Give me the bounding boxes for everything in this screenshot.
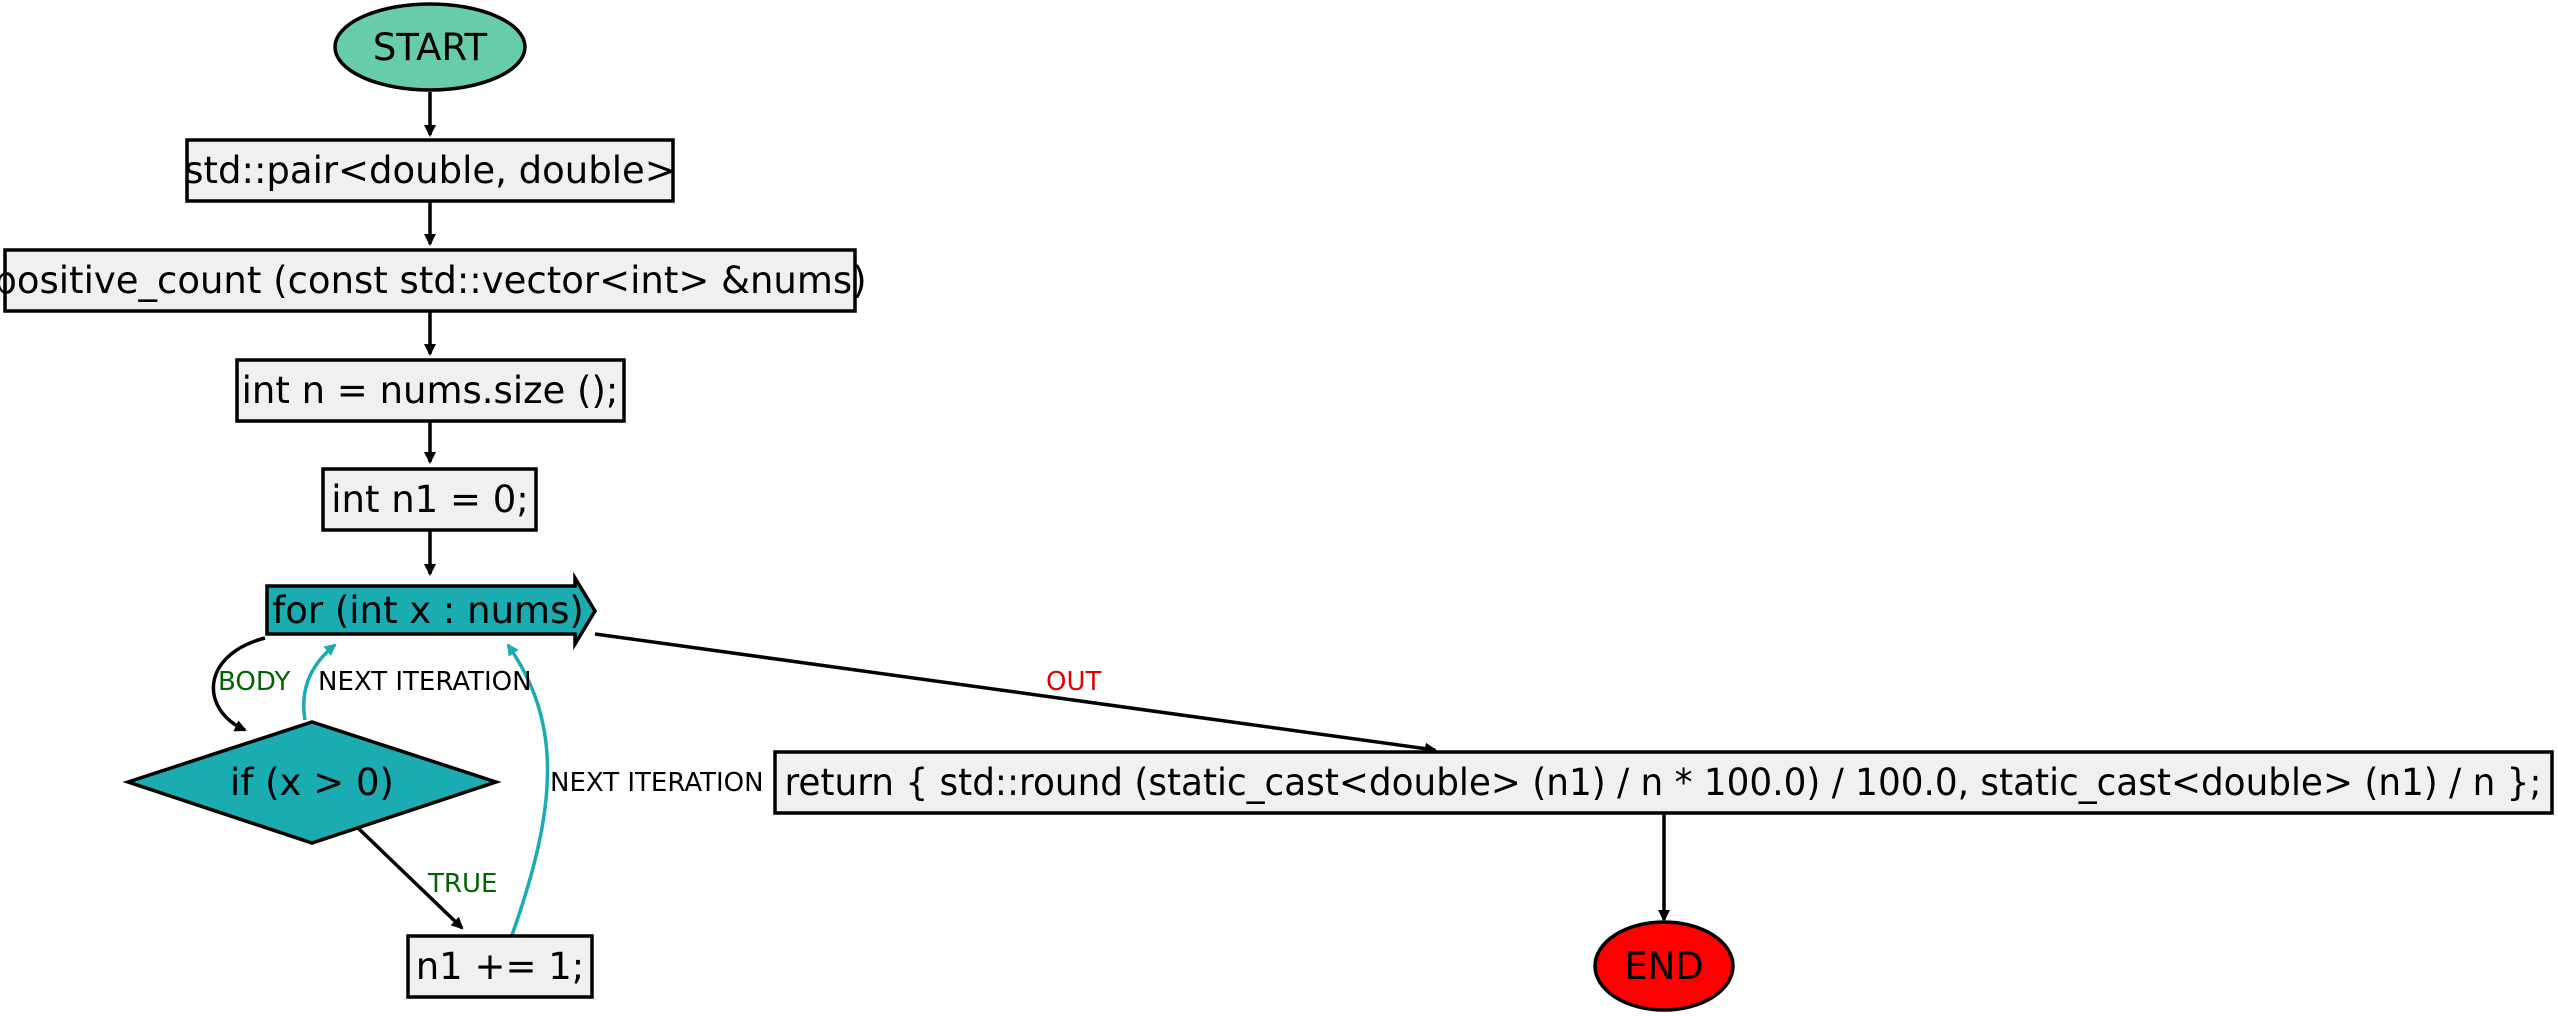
edge-label-next-iteration-1: NEXT ITERATION [318, 667, 532, 697]
decl-n-label: int n = nums.size (); [242, 369, 619, 412]
node-start: START [333, 2, 527, 92]
node-return-type: std::pair<double, double> [184, 138, 676, 203]
edges [211, 92, 1670, 936]
return-box [773, 750, 2554, 815]
start-terminal [333, 2, 527, 92]
edge-loop-to-condition [211, 636, 266, 732]
edge-loop-to-return [594, 632, 1437, 755]
signature-box [3, 248, 857, 313]
edge-condition-to-increment [356, 826, 464, 930]
node-end: END [1593, 920, 1735, 1012]
start-label: START [373, 26, 488, 69]
edge-label-true: TRUE [427, 869, 497, 899]
node-return: return { std::round (static_cast<double>… [773, 750, 2554, 815]
decl-n1-label: int n1 = 0; [331, 478, 529, 521]
increment-label: n1 += 1; [416, 945, 585, 988]
decl-n-box [235, 358, 626, 423]
edge-increment-to-loop [506, 643, 550, 936]
decl-n1-box [321, 467, 538, 532]
edge-label-body: BODY [218, 667, 290, 697]
signature-label: positive_count (const std::vector<int> &… [0, 259, 867, 302]
return-type-label: std::pair<double, double> [184, 149, 676, 192]
node-condition: if (x > 0) [122, 720, 502, 845]
edge-labels: BODY NEXT ITERATION NEXT ITERATION TRUE … [218, 667, 1101, 899]
edge-condition-to-loop [302, 643, 337, 721]
loop-label: for (int x : nums) [272, 589, 584, 632]
node-loop: for (int x : nums) [265, 571, 598, 651]
node-increment: n1 += 1; [406, 934, 594, 999]
return-label: return { std::round (static_cast<double>… [785, 761, 2542, 804]
end-terminal [1593, 920, 1735, 1012]
increment-box [406, 934, 594, 999]
loop-arrow-shape [265, 571, 598, 651]
condition-label: if (x > 0) [230, 761, 394, 804]
return-type-box [185, 138, 675, 203]
end-label: END [1624, 945, 1704, 988]
condition-diamond [122, 720, 502, 845]
node-signature: positive_count (const std::vector<int> &… [0, 248, 867, 313]
edge-label-next-iteration-2: NEXT ITERATION [550, 768, 764, 798]
edge-label-out: OUT [1046, 667, 1101, 697]
node-decl-n1: int n1 = 0; [321, 467, 538, 532]
node-decl-n: int n = nums.size (); [235, 358, 626, 423]
